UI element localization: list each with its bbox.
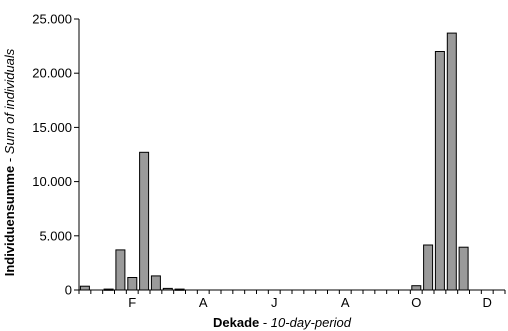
x-axis-title-main: Dekade — [213, 315, 259, 330]
y-tick-label: 20.000 — [32, 66, 72, 81]
bar-decade-29 — [411, 285, 422, 291]
y-tick-label: 10.000 — [32, 174, 72, 189]
y-axis-title-main: Individuensumme — [2, 166, 17, 277]
y-tick-label: 5.000 — [39, 228, 72, 243]
x-tick-label: A — [341, 295, 350, 310]
bars-group — [79, 32, 469, 291]
y-axis-title-sub: Sum of individuals — [2, 48, 17, 154]
y-tick-label: 25.000 — [32, 12, 72, 27]
x-axis-title: Dekade - 10-day-period — [213, 315, 352, 330]
bar-decade-5 — [127, 277, 138, 291]
x-tick-label: D — [483, 295, 492, 310]
x-tick-label: O — [411, 295, 421, 310]
bar-decade-4 — [115, 249, 126, 291]
bar-decade-33 — [458, 246, 469, 291]
y-axis-title-separator: - — [2, 154, 17, 166]
x-tick-label: F — [128, 295, 136, 310]
y-tick-label: 0 — [65, 283, 72, 298]
bar-decade-32 — [446, 32, 457, 291]
bar-decade-1 — [79, 285, 90, 291]
y-axis-title: Individuensumme - Sum of individuals — [2, 48, 17, 276]
x-axis-title-sub: 10-day-period — [271, 315, 352, 330]
bar-decade-31 — [434, 51, 445, 291]
x-tick-label: J — [271, 295, 278, 310]
y-ticks-group: 0 5.000 10.000 15.000 20.000 25.000 — [32, 12, 79, 298]
x-tick-label: A — [199, 295, 208, 310]
bar-decade-7 — [150, 275, 161, 291]
bar-decade-30 — [423, 244, 434, 291]
x-axis-title-separator: - — [259, 315, 271, 330]
y-tick-label: 15.000 — [32, 120, 72, 135]
bar-decade-6 — [139, 151, 150, 291]
